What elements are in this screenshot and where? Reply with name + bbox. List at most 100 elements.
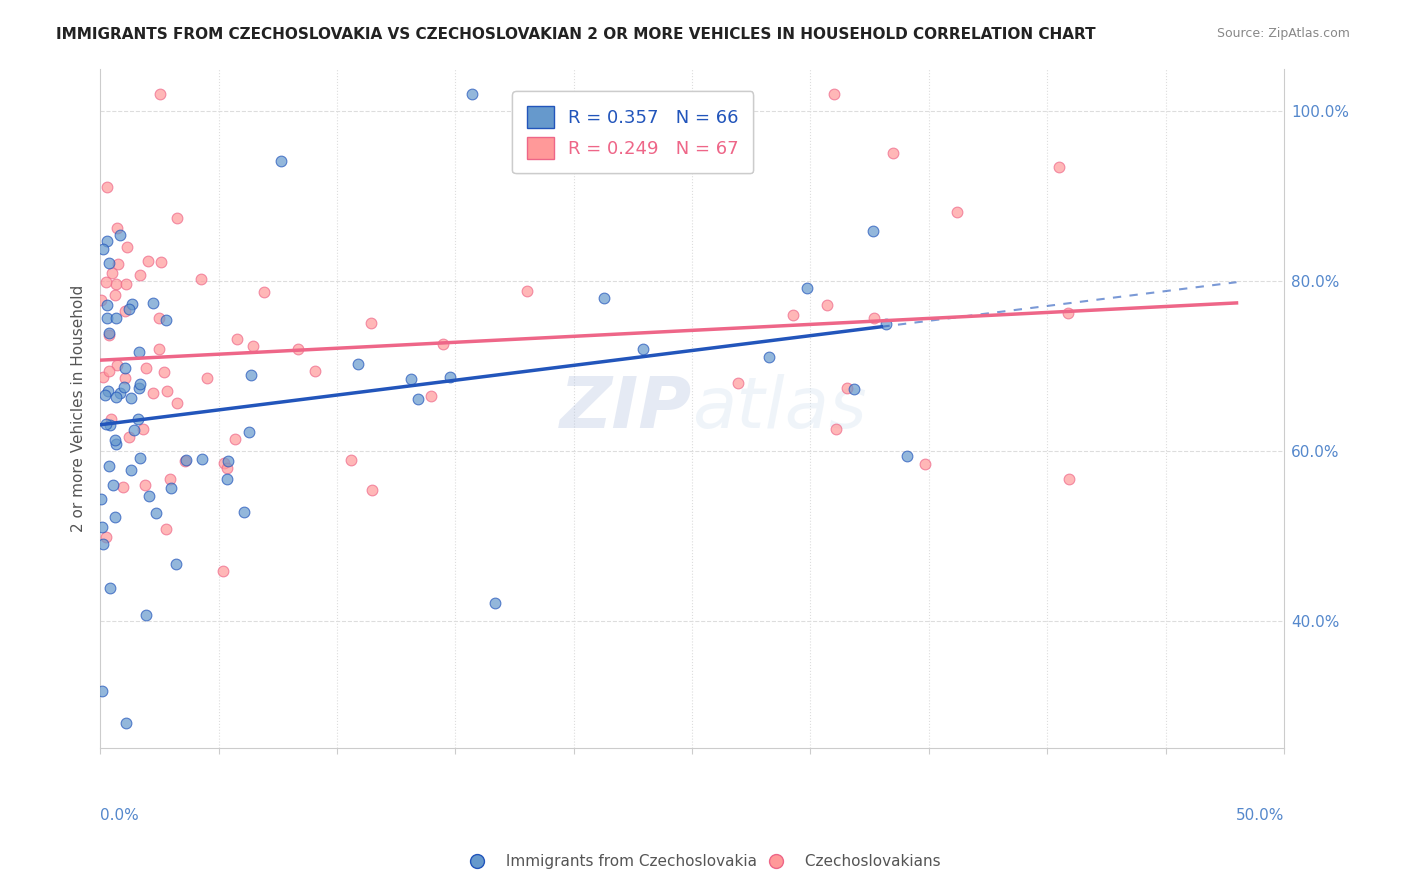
Point [815,298,838,312]
Point [153,365,176,379]
Point [91,242,114,256]
Point [129,450,152,465]
Point [97,459,120,474]
Point [131,422,153,436]
Point [166,396,188,410]
Point [174,454,197,468]
Text: 50.0%: 50.0% [1236,808,1284,822]
Point [232,505,254,519]
Point [135,608,157,623]
Point [835,381,858,395]
Point [862,224,884,238]
Point [224,432,246,446]
Point [105,358,128,372]
Point [270,154,292,169]
Point [91,370,114,384]
Point [117,239,139,253]
Point [142,296,165,310]
Point [862,311,884,326]
Point [166,211,188,225]
Point [174,453,197,467]
Point [101,266,124,280]
Point [214,456,236,470]
Point [108,385,131,400]
Point [882,146,904,161]
Point [91,684,114,698]
Point [112,380,135,394]
Point [105,277,128,291]
Point [148,343,170,357]
Point [129,268,152,283]
Point [914,457,936,471]
Point [90,491,112,506]
Point [406,392,429,406]
Point [145,506,167,520]
Point [516,284,538,298]
Point [593,291,616,305]
Legend: R = 0.357   N = 66, R = 0.249   N = 67: R = 0.357 N = 66, R = 0.249 N = 67 [512,91,754,173]
Point [90,293,112,308]
Point [156,384,179,398]
Point [1047,160,1070,174]
Point [94,417,117,432]
Point [134,478,156,492]
Point [138,489,160,503]
Point [631,343,654,357]
Point [212,564,235,578]
Point [96,298,118,312]
Point [114,370,136,384]
Text: ZIP: ZIP [560,374,692,443]
Point [238,425,260,439]
Point [105,221,128,235]
Point [94,530,117,544]
Point [91,537,114,551]
Point [360,317,382,331]
Point [118,430,141,444]
Text: atlas: atlas [692,374,866,443]
Point [150,255,173,269]
Point [215,471,238,485]
Point [242,339,264,353]
Point [104,510,127,524]
Point [239,368,262,382]
Point [432,336,454,351]
Point [122,424,145,438]
Point [136,253,159,268]
Point [135,361,157,376]
Text: 0.0%: 0.0% [100,808,139,822]
Point [98,417,121,432]
Point [93,388,115,402]
Point [97,384,120,398]
Point [225,332,247,346]
Point [98,582,121,596]
Point [875,317,897,331]
Point [360,483,382,497]
Point [155,313,177,327]
Point [399,372,422,386]
Point [1059,472,1081,486]
Point [190,271,212,285]
Point [252,285,274,299]
Point [842,382,865,396]
Point [104,437,127,451]
Point [461,87,484,101]
Point [90,520,112,534]
Point [287,342,309,356]
Point [727,376,749,390]
Point [129,376,152,391]
Point [758,350,780,364]
Point [114,277,136,291]
Point [96,179,118,194]
Point [96,234,118,248]
Point [108,227,131,242]
Point [439,370,461,384]
Point [165,557,187,571]
Point [148,311,170,326]
Point [159,472,181,486]
Point [823,87,845,101]
Point [340,453,363,467]
Point [796,281,818,295]
Point [782,308,804,322]
Point [128,345,150,359]
Point [896,449,918,463]
